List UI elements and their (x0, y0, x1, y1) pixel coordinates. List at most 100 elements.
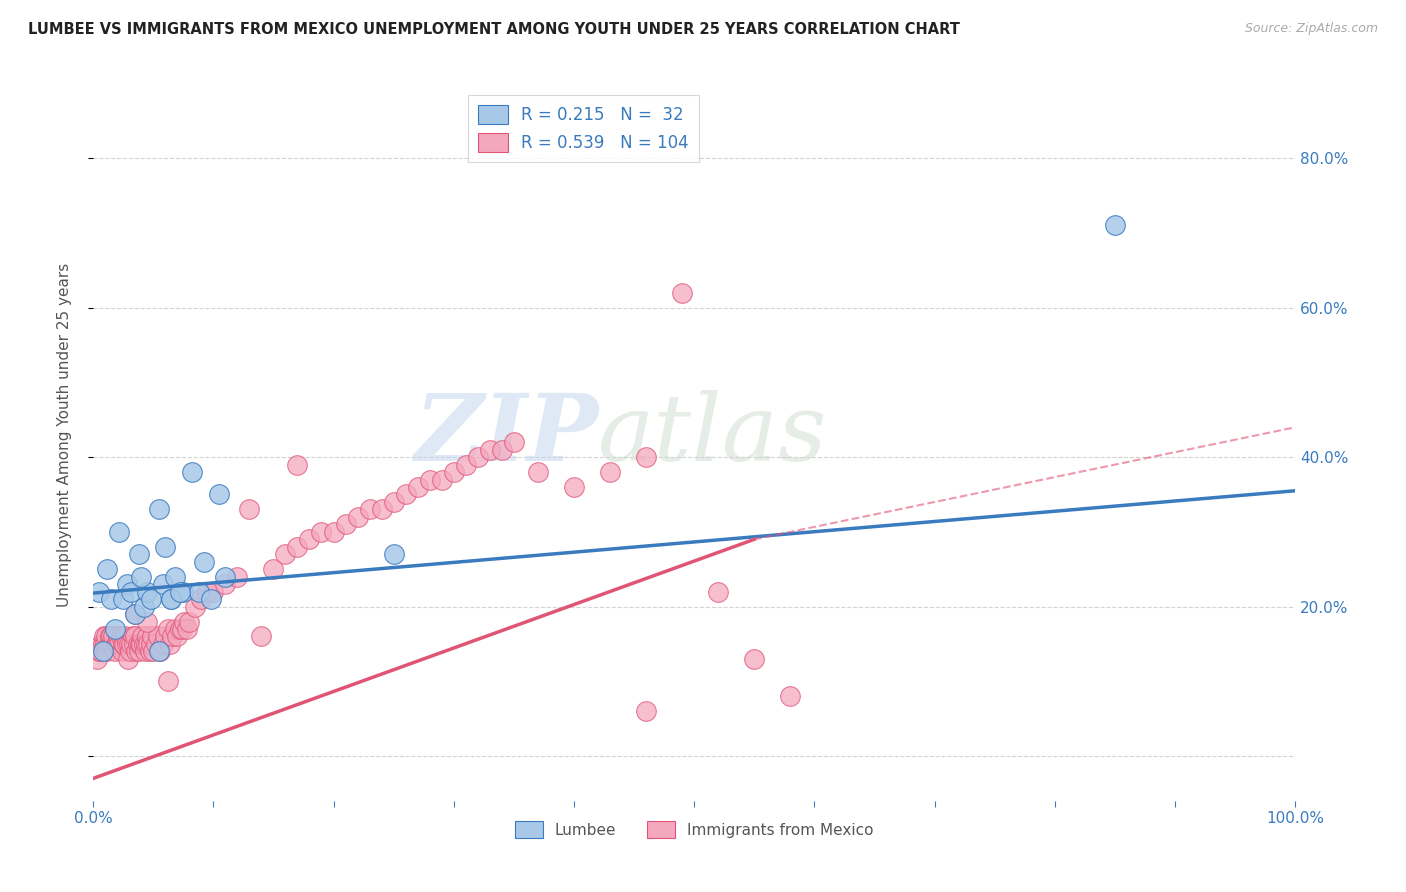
Point (322, 524, 344, 539)
Point (214, 577, 236, 591)
Point (93, 630, 115, 644)
Point (190, 592, 212, 607)
Point (636, 704, 658, 718)
Point (214, 570, 236, 584)
Point (395, 487, 418, 501)
Point (141, 630, 163, 644)
Point (91, 644, 114, 658)
Point (359, 502, 381, 516)
Point (125, 644, 148, 658)
Point (101, 637, 124, 651)
Point (287, 458, 309, 472)
Point (562, 480, 585, 494)
Point (238, 502, 260, 516)
Point (382, 547, 405, 561)
Point (208, 487, 231, 501)
Point (128, 644, 150, 658)
Point (298, 533, 321, 547)
Point (90, 637, 112, 651)
Point (120, 644, 142, 658)
Point (112, 592, 135, 607)
Point (112, 637, 135, 651)
Point (180, 465, 202, 479)
Point (139, 637, 162, 651)
Point (100, 630, 122, 644)
Point (103, 630, 125, 644)
Point (187, 584, 209, 599)
Point (86, 652, 108, 666)
Point (136, 615, 159, 629)
Text: Source: ZipAtlas.com: Source: ZipAtlas.com (1244, 22, 1378, 36)
Point (115, 637, 138, 651)
Point (94, 637, 117, 651)
Point (100, 592, 122, 607)
Point (111, 644, 134, 658)
Point (114, 630, 136, 644)
Point (153, 630, 176, 644)
Point (132, 599, 155, 614)
Point (195, 584, 218, 599)
Point (136, 584, 159, 599)
Point (110, 630, 132, 644)
Point (1104, 219, 1126, 233)
Point (121, 637, 143, 651)
Point (87, 584, 110, 599)
Point (156, 622, 179, 636)
Point (262, 562, 284, 576)
Point (104, 637, 127, 651)
Point (707, 584, 730, 599)
Point (160, 592, 183, 607)
Point (138, 644, 160, 658)
Point (91, 637, 114, 651)
Point (169, 622, 191, 636)
Point (163, 570, 186, 584)
Point (599, 465, 621, 479)
Point (159, 637, 181, 651)
Point (136, 630, 159, 644)
Point (89, 644, 111, 658)
Point (145, 637, 167, 651)
Point (148, 644, 170, 658)
Point (104, 622, 127, 636)
Legend: Lumbee, Immigrants from Mexico: Lumbee, Immigrants from Mexico (509, 814, 879, 845)
Point (135, 637, 157, 651)
Point (184, 599, 207, 614)
Point (152, 577, 174, 591)
Point (127, 637, 149, 651)
Point (502, 435, 524, 450)
Point (108, 524, 131, 539)
Point (115, 577, 138, 591)
Point (335, 517, 357, 532)
Point (169, 584, 191, 599)
Point (162, 630, 184, 644)
Point (176, 622, 198, 636)
Point (129, 570, 152, 584)
Point (454, 458, 477, 472)
Point (96, 630, 118, 644)
Point (671, 285, 693, 300)
Point (142, 644, 165, 658)
Point (96, 562, 118, 576)
Point (478, 442, 501, 457)
Point (118, 637, 141, 651)
Point (166, 630, 188, 644)
Point (160, 592, 183, 607)
Point (200, 592, 222, 607)
Point (467, 450, 489, 464)
Point (129, 637, 152, 651)
Point (107, 630, 129, 644)
Point (163, 622, 186, 636)
Text: ZIP: ZIP (413, 390, 598, 480)
Point (98, 630, 121, 644)
Point (226, 570, 249, 584)
Point (419, 473, 441, 487)
Point (202, 584, 225, 599)
Point (136, 637, 159, 651)
Point (406, 480, 429, 494)
Point (146, 630, 169, 644)
Point (129, 637, 152, 651)
Point (443, 465, 465, 479)
Point (108, 637, 131, 651)
Point (149, 644, 172, 658)
Point (122, 637, 145, 651)
